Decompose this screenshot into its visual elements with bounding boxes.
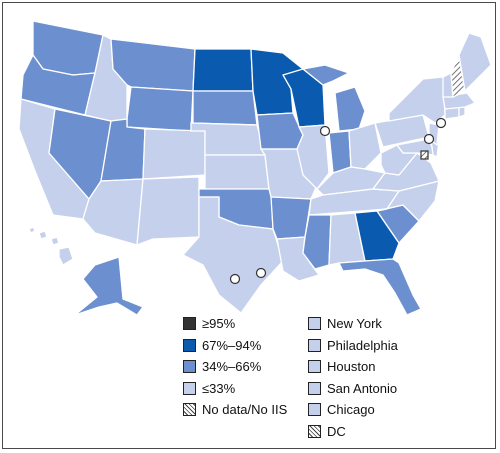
city-legend-row: San Antonio [308, 378, 398, 400]
state-arkansas [270, 196, 312, 240]
state-hawaii-4 [58, 246, 74, 266]
city-legend-row: Houston [308, 356, 398, 378]
coverage-legend-label: No data/No IIS [202, 402, 288, 418]
city-legend-swatch [308, 360, 321, 374]
city-marker-dc [420, 150, 429, 160]
state-minnesota [250, 48, 304, 116]
coverage-legend-label: ≥95% [202, 316, 236, 332]
state-alaska [74, 256, 144, 316]
city-marker-san-antonio [229, 273, 241, 285]
state-florida [338, 258, 422, 316]
coverage-legend-swatch [183, 360, 196, 374]
state-texas [182, 196, 284, 314]
coverage-legend-swatch [183, 381, 196, 395]
coverage-legend-swatch [183, 317, 196, 331]
city-legend-swatch [308, 381, 321, 395]
state-hawaii-3 [50, 236, 60, 246]
coverage-legend-row: 34%–66% [183, 356, 287, 378]
state-georgia [354, 210, 400, 262]
city-legend: New York Philadelphia Houston San Antonio Ch… [308, 313, 398, 442]
state-michigan [334, 86, 366, 132]
city-legend-label: San Antonio [327, 380, 398, 396]
state-indiana [328, 130, 352, 174]
figure-frame: ≥95% 67%–94% 34%–66% ≤33% No data/No IIS New… [2, 2, 496, 449]
city-legend-swatch [308, 338, 321, 352]
state-ohio [348, 122, 382, 170]
coverage-legend-row: ≥95% [183, 313, 287, 335]
state-colorado [142, 128, 206, 180]
state-south-dakota [192, 90, 258, 126]
city-marker-philadelphia [423, 133, 435, 145]
city-marker-chicago [319, 125, 331, 137]
state-iowa [256, 112, 304, 150]
coverage-legend-row: No data/No IIS [183, 399, 287, 421]
city-legend-label: Houston [327, 359, 376, 375]
state-new-mexico [136, 176, 200, 246]
coverage-legend-row: ≤33% [183, 378, 287, 400]
city-legend-swatch [308, 403, 321, 417]
state-michigan-up [302, 64, 350, 86]
us-map [18, 20, 492, 316]
state-kansas [204, 154, 270, 190]
city-legend-label: Philadelphia [327, 337, 398, 353]
state-maine [458, 32, 492, 92]
city-marker-houston [255, 267, 267, 279]
state-hawaii-2 [38, 230, 48, 240]
city-legend-row: New York [308, 313, 398, 335]
city-legend-row: DC [308, 421, 398, 443]
city-legend-row: Philadelphia [308, 335, 398, 357]
coverage-legend-swatch [183, 403, 196, 417]
coverage-legend: ≥95% 67%–94% 34%–66% ≤33% No data/No IIS [183, 313, 287, 421]
coverage-legend-row: 67%–94% [183, 335, 287, 357]
state-washington [32, 20, 104, 76]
city-legend-swatch [308, 424, 321, 438]
city-legend-label: New York [327, 316, 382, 332]
city-legend-label: DC [327, 423, 346, 439]
state-north-dakota [192, 48, 254, 92]
state-new-york [388, 76, 446, 124]
state-wyoming [126, 86, 194, 132]
city-legend-swatch [308, 317, 321, 331]
city-legend-label: Chicago [327, 402, 375, 418]
state-hawaii-1 [28, 226, 36, 234]
coverage-legend-label: ≤33% [202, 380, 236, 396]
state-rhode-island [458, 106, 466, 118]
coverage-legend-swatch [183, 338, 196, 352]
coverage-legend-label: 67%–94% [202, 337, 262, 353]
coverage-legend-label: 34%–66% [202, 359, 262, 375]
city-legend-row: Chicago [308, 399, 398, 421]
city-marker-new-york [435, 117, 447, 129]
